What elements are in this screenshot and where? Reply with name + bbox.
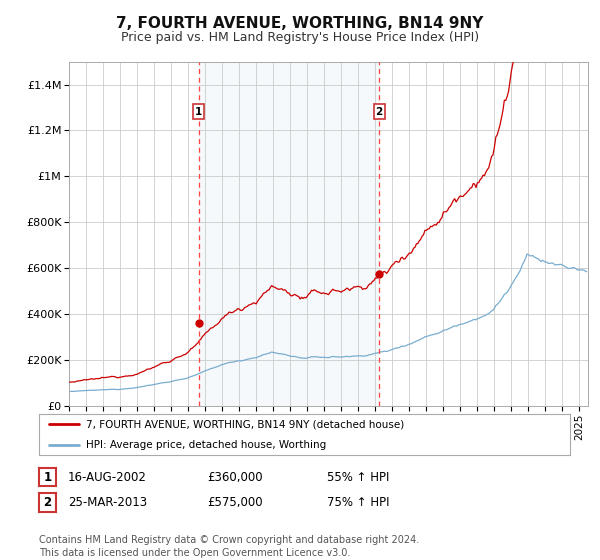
Text: 55% ↑ HPI: 55% ↑ HPI [327,470,389,484]
Text: 7, FOURTH AVENUE, WORTHING, BN14 9NY (detached house): 7, FOURTH AVENUE, WORTHING, BN14 9NY (de… [86,419,404,430]
Text: 2: 2 [376,106,383,116]
Text: 1: 1 [43,470,52,484]
Bar [199,62,379,406]
Text: 75% ↑ HPI: 75% ↑ HPI [327,496,389,509]
Text: 2: 2 [43,496,52,509]
Text: £575,000: £575,000 [207,496,263,509]
Text: 25-MAR-2013: 25-MAR-2013 [68,496,147,509]
Text: 1: 1 [195,106,202,116]
Text: Price paid vs. HM Land Registry's House Price Index (HPI): Price paid vs. HM Land Registry's House … [121,31,479,44]
Text: £360,000: £360,000 [207,470,263,484]
Text: 16-AUG-2002: 16-AUG-2002 [68,470,146,484]
Text: HPI: Average price, detached house, Worthing: HPI: Average price, detached house, Wort… [86,440,326,450]
Text: 7, FOURTH AVENUE, WORTHING, BN14 9NY: 7, FOURTH AVENUE, WORTHING, BN14 9NY [116,16,484,31]
Text: Contains HM Land Registry data © Crown copyright and database right 2024.
This d: Contains HM Land Registry data © Crown c… [39,535,419,558]
